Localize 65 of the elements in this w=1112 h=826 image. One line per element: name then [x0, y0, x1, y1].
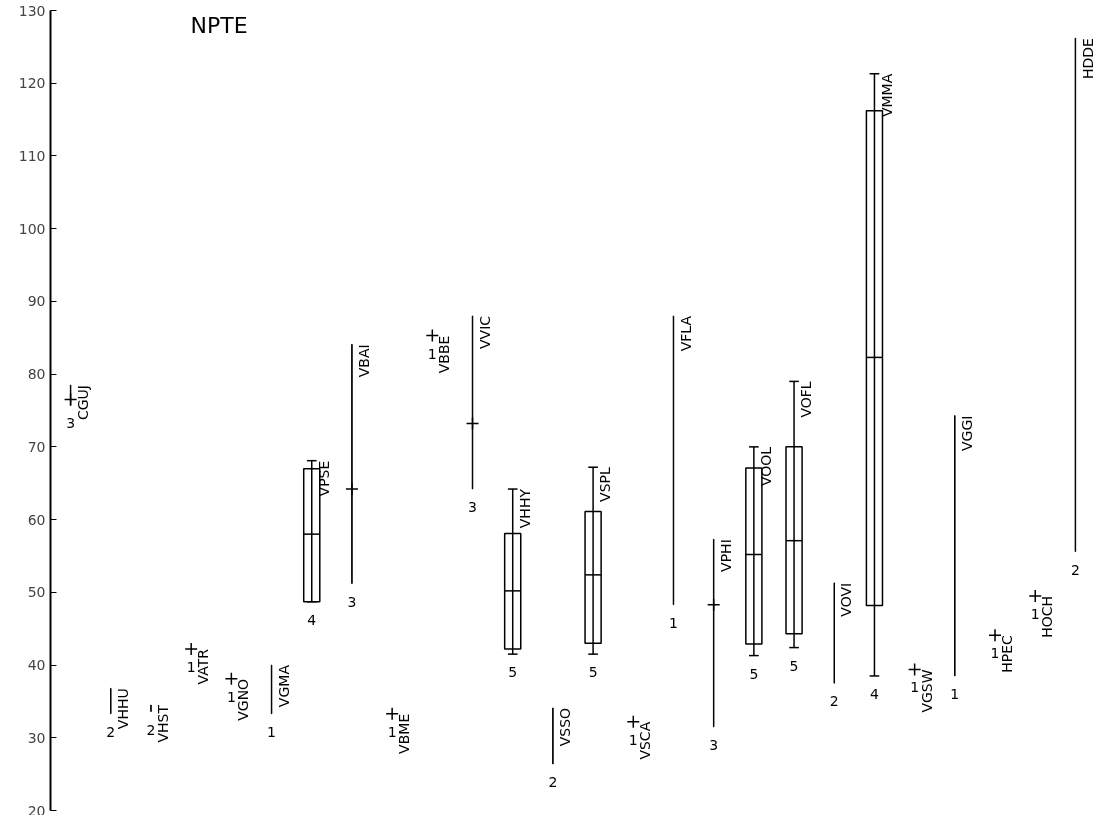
x-tick-label: HDDE: [1079, 38, 1096, 80]
annotation: 1: [186, 659, 196, 676]
x-tick-label: VPSE: [315, 460, 332, 497]
x-tick-label: VPHI: [717, 539, 734, 572]
annotation: 1: [910, 679, 920, 696]
x-tick-label: VGMA: [275, 664, 292, 708]
y-tick-label: 30: [27, 729, 46, 746]
annotation: 3: [347, 593, 357, 610]
annotation: 5: [588, 664, 598, 681]
annotation: 1: [669, 614, 678, 631]
x-tick-label: VMMA: [878, 73, 895, 118]
annotation: 2: [548, 773, 558, 790]
annotation: 3: [66, 415, 76, 432]
annotation: 2: [1070, 561, 1080, 578]
y-tick-label: 120: [18, 75, 46, 92]
x-tick-label: VFLA: [677, 315, 694, 352]
x-tick-label: VATR: [195, 648, 212, 685]
annotation: 1: [267, 723, 277, 740]
annotation: 2: [829, 693, 839, 710]
x-tick-label: VOOL: [757, 446, 774, 487]
x-tick-label: VGGI: [958, 415, 975, 451]
y-tick-label: 80: [27, 366, 46, 383]
y-tick-label: 130: [18, 2, 46, 19]
annotation: 1: [226, 688, 236, 705]
annotation: 5: [508, 664, 518, 681]
y-tick-label: 60: [27, 511, 46, 528]
x-tick-label: HPEC: [999, 635, 1016, 673]
chart-title: NPTE: [190, 12, 248, 38]
x-tick-label: VGSW: [918, 669, 935, 713]
annotation: 5: [789, 657, 799, 674]
x-tick-label: VHST: [155, 704, 172, 743]
annotation: 4: [307, 611, 317, 628]
annotation: 2: [146, 721, 156, 738]
y-tick-label: 110: [18, 147, 46, 164]
x-tick-label: VSCA: [637, 721, 654, 760]
x-tick-label: VOVI: [838, 582, 855, 617]
y-tick-label: 40: [27, 657, 46, 674]
x-tick-label: VGNO: [235, 678, 252, 721]
annotation: 5: [749, 665, 759, 682]
annotation: 3: [709, 736, 719, 753]
x-tick-label: HOCH: [1039, 595, 1056, 638]
annotation: 1: [427, 345, 437, 362]
y-tick-label: 70: [27, 438, 46, 455]
x-tick-label: VBME: [396, 713, 413, 754]
annotation: 1: [628, 731, 638, 748]
x-tick-label: CGUJ: [74, 385, 91, 421]
x-tick-label: VBAI: [356, 344, 373, 378]
y-tick-label: 90: [27, 293, 46, 310]
annotation: 1: [990, 645, 1000, 662]
annotation: 4: [869, 685, 879, 702]
annotation: 2: [106, 723, 116, 740]
y-tick-label: 20: [27, 802, 46, 819]
x-tick-label: VHHU: [114, 688, 131, 730]
annotation: 1: [1030, 605, 1040, 622]
x-tick-label: VOFL: [798, 381, 815, 418]
x-tick-label: VSSO: [557, 707, 573, 747]
annotation: 3: [468, 499, 477, 516]
x-tick-label: VVIC: [476, 315, 493, 350]
annotation: 1: [387, 723, 397, 740]
y-tick-label: 100: [18, 220, 46, 237]
x-tick-label: VHHY: [516, 488, 533, 529]
y-tick-label: 50: [27, 584, 46, 601]
x-tick-label: VSPL: [597, 467, 614, 502]
x-tick-label: VBBE: [436, 335, 453, 374]
annotation: 1: [950, 685, 960, 702]
